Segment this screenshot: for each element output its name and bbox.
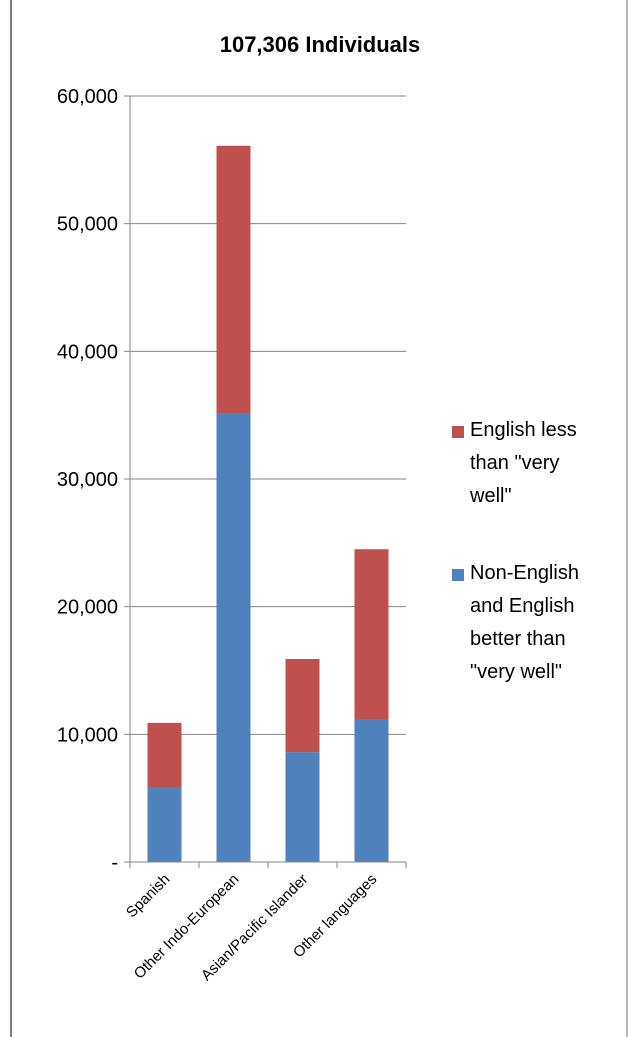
bar-segment-english-less bbox=[354, 549, 389, 720]
y-tick-label: 50,000 bbox=[57, 214, 118, 236]
chart-title: 107,306 Individuals bbox=[220, 32, 421, 57]
bar-segment-non-english bbox=[147, 787, 182, 862]
bar-segment-non-english bbox=[216, 413, 251, 862]
frame-left bbox=[0, 0, 12, 1037]
y-tick-label: - bbox=[111, 852, 118, 874]
bar-segment-non-english bbox=[285, 752, 320, 862]
frame-right-border bbox=[626, 0, 628, 1037]
legend: English less than "very well" Non-English an… bbox=[452, 419, 579, 683]
y-tick-label: 30,000 bbox=[57, 469, 118, 491]
axes bbox=[124, 95, 407, 868]
bar-segment-non-english bbox=[354, 719, 389, 862]
bar-segment-english-less bbox=[285, 659, 320, 753]
legend-swatch bbox=[452, 569, 464, 581]
legend-label: Non-English and English better than "very w… bbox=[470, 562, 579, 683]
x-tick-label: Spanish bbox=[123, 871, 173, 921]
bars bbox=[147, 145, 389, 862]
y-tick-label: 60,000 bbox=[57, 86, 118, 108]
legend-swatch bbox=[452, 426, 464, 438]
y-tick-label: 40,000 bbox=[57, 341, 118, 363]
y-tick-labels: - 10,000 20,000 30,000 40,000 50,000 60,000 bbox=[57, 86, 118, 874]
bar-segment-english-less bbox=[216, 145, 251, 414]
bar-segment-english-less bbox=[147, 722, 182, 788]
y-tick-label: 10,000 bbox=[57, 724, 118, 746]
y-tick-label: 20,000 bbox=[57, 597, 118, 619]
legend-label: English less than "very well" bbox=[469, 419, 577, 507]
frame-left-border bbox=[10, 0, 12, 1037]
